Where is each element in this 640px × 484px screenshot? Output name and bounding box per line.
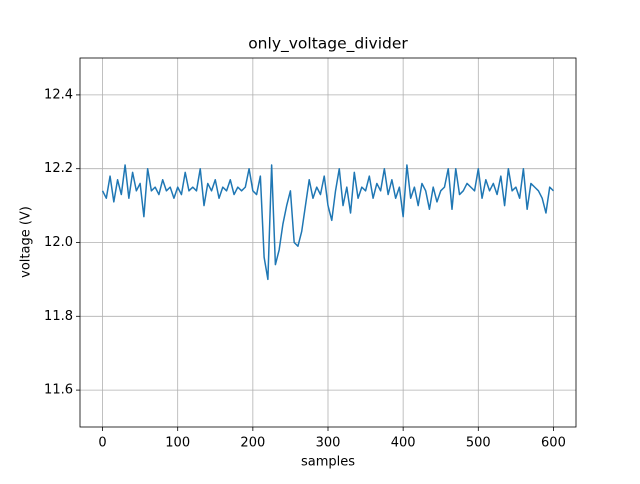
x-tick-label: 300 <box>316 436 341 451</box>
y-tick-label: 11.6 <box>44 383 73 398</box>
x-tick-label: 500 <box>466 436 491 451</box>
y-tick-label: 12.4 <box>44 87 73 102</box>
y-tick-label: 12.0 <box>44 235 73 250</box>
y-tick-label: 12.2 <box>44 161 73 176</box>
x-tick-label: 400 <box>391 436 416 451</box>
x-tick-label: 100 <box>165 436 190 451</box>
y-axis-label: voltage (V) <box>19 206 34 278</box>
x-axis-label: samples <box>301 455 355 470</box>
chart-title: only_voltage_divider <box>248 35 408 54</box>
x-tick-label: 600 <box>541 436 566 451</box>
x-tick-label: 200 <box>240 436 265 451</box>
x-tick-label: 0 <box>98 436 106 451</box>
y-tick-label: 11.8 <box>44 309 73 324</box>
plot-frame <box>79 57 577 428</box>
data-line <box>101 164 554 281</box>
